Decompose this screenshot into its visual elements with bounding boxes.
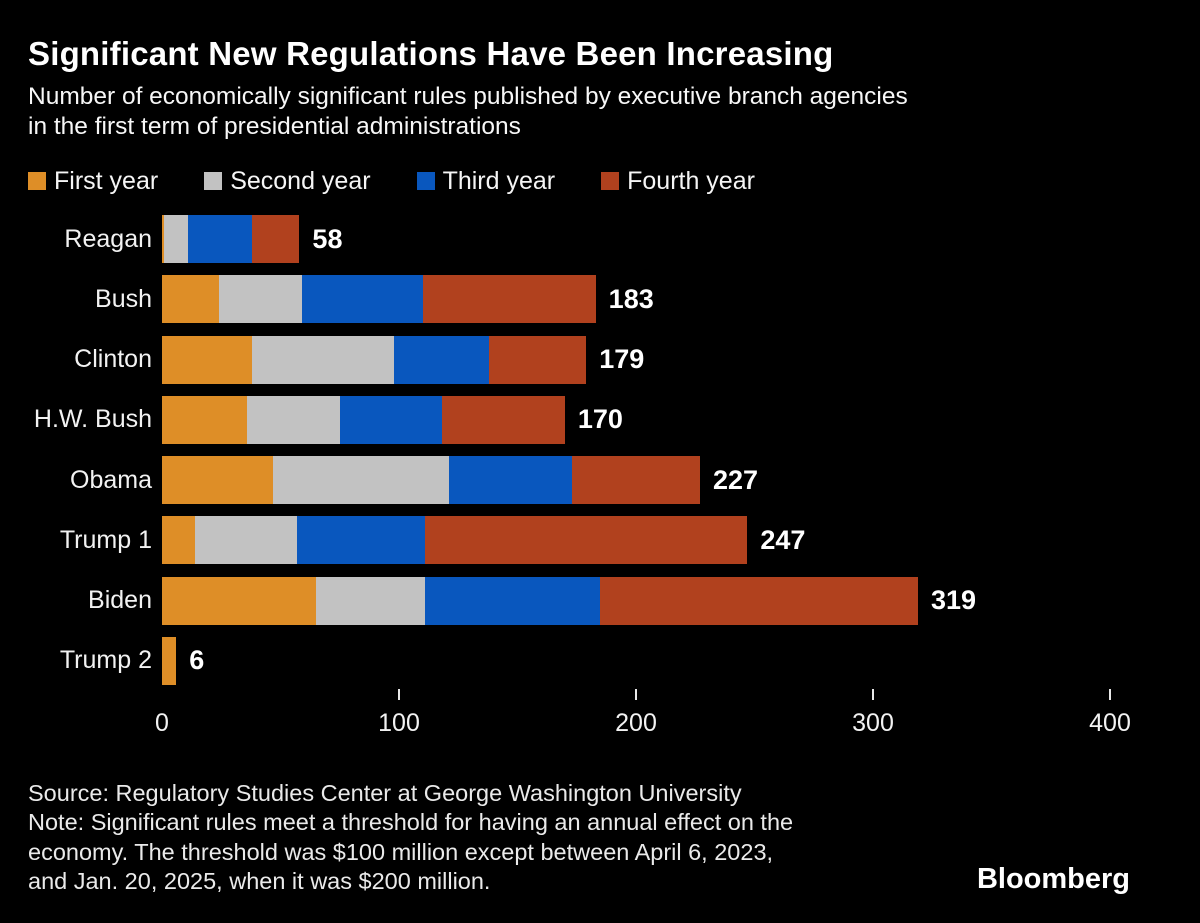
x-axis: 0 100 200 300 400 — [155, 688, 1131, 739]
bar-value-label: 170 — [577, 404, 623, 435]
legend-swatch-second-year — [204, 172, 223, 191]
bar-segment-first-year — [162, 636, 177, 685]
tick-label-200: 200 — [615, 708, 657, 737]
legend-item-fourth-year: Fourth year — [601, 167, 755, 196]
bar-row-bush: Bush 183 — [28, 269, 1172, 329]
bar-segment-first-year — [162, 335, 253, 384]
legend-swatch-fourth-year — [601, 172, 620, 191]
legend-label: Fourth year — [627, 166, 755, 195]
bar-segment-fourth-year — [600, 576, 919, 625]
tick-label-300: 300 — [852, 708, 894, 737]
chart-subtitle: Number of economically significant rules… — [28, 82, 908, 140]
bar-track: 247 — [162, 516, 1172, 565]
legend: First year Second year Third year Fourth ye… — [28, 167, 1172, 196]
tick-label-100: 100 — [378, 708, 420, 737]
tick-mark-300 — [872, 688, 874, 700]
bar-segment-first-year — [162, 516, 196, 565]
bar-segment-third-year — [394, 335, 490, 384]
bar-value-label: 247 — [760, 524, 806, 555]
bar-segment-second-year — [247, 395, 340, 444]
bar-row-reagan: Reagan 58 — [28, 209, 1172, 269]
category-label: H.W. Bush — [33, 405, 152, 434]
tick-mark-200 — [635, 688, 637, 700]
bar-segment-first-year — [162, 456, 274, 505]
bar-segment-fourth-year — [422, 275, 596, 324]
tick-mark-100 — [398, 688, 400, 700]
bar-segment-second-year — [316, 576, 426, 625]
bar-segment-third-year — [301, 275, 423, 324]
legend-item-third-year: Third year — [416, 166, 556, 196]
legend-label: First year — [54, 166, 159, 195]
bar-segment-first-year — [162, 275, 219, 324]
bar-segment-fourth-year — [252, 215, 300, 264]
bar-segment-fourth-year — [425, 516, 748, 565]
bar-track: 6 — [162, 636, 1172, 685]
legend-swatch-third-year — [416, 172, 435, 191]
category-label: Bush — [95, 284, 152, 313]
bar-segment-fourth-year — [571, 456, 700, 505]
bar-segment-third-year — [339, 395, 442, 444]
legend-item-second-year: Second year — [204, 166, 371, 196]
category-label: Reagan — [64, 224, 152, 253]
bar-value-label: 179 — [599, 344, 645, 375]
bar-row-biden: Biden 319 — [28, 570, 1172, 630]
bar-row-trump-1: Trump 1 247 — [28, 510, 1172, 570]
bar-track: 227 — [162, 456, 1172, 505]
legend-label: Third year — [442, 166, 556, 195]
bar-segment-third-year — [425, 576, 601, 625]
tick-label-0: 0 — [155, 708, 169, 737]
bar-segment-first-year — [162, 395, 248, 444]
category-label: Obama — [70, 465, 152, 494]
bar-segment-second-year — [195, 516, 298, 565]
bar-segment-second-year — [164, 215, 189, 264]
bloomberg-logo: Bloomberg — [976, 863, 1130, 895]
bar-value-label: 6 — [189, 645, 205, 676]
bar-value-label: 183 — [608, 283, 654, 314]
bar-track: 183 — [162, 275, 1172, 324]
category-label: Biden — [88, 586, 152, 615]
bar-segment-fourth-year — [441, 395, 565, 444]
legend-item-first-year: First year — [28, 167, 158, 196]
bar-row-h-w-bush: H.W. Bush 170 — [28, 390, 1172, 450]
chart-title: Significant New Regulations Have Been In… — [28, 35, 834, 72]
tick-label-400: 400 — [1089, 708, 1131, 737]
category-label: Trump 1 — [59, 525, 152, 554]
bar-segment-second-year — [218, 275, 302, 324]
bar-segment-second-year — [252, 335, 395, 384]
bar-value-label: 227 — [712, 464, 759, 495]
source-text: Source: Regulatory Studies Center at Geo… — [28, 779, 742, 806]
bar-segment-third-year — [448, 456, 572, 505]
bar-value-label: 58 — [312, 223, 343, 254]
legend-label: Second year — [230, 166, 371, 195]
bar-segment-second-year — [273, 456, 449, 505]
footer: Source: Regulatory Studies Center at Geo… — [28, 779, 1172, 897]
bar-segment-third-year — [297, 516, 426, 565]
bar-track: 58 — [162, 215, 1172, 264]
bar-segment-first-year — [162, 215, 165, 264]
bar-segment-first-year — [162, 576, 317, 625]
bar-track: 170 — [162, 395, 1172, 444]
tick-mark-400 — [1109, 688, 1111, 700]
bar-track: 319 — [162, 576, 1172, 625]
category-label: Trump 2 — [59, 646, 152, 675]
note-text: Note: Significant rules meet a threshold… — [28, 809, 794, 895]
stacked-bar-chart: Reagan 58 Bush 183 Clinton 179 H.W. Bush 170 Oba… — [28, 209, 1172, 691]
bar-value-label: 319 — [931, 585, 977, 616]
bar-row-clinton: Clinton 179 — [28, 329, 1172, 389]
bar-track: 179 — [162, 335, 1172, 384]
bar-segment-third-year — [188, 215, 253, 264]
legend-swatch-first-year — [28, 172, 46, 191]
bar-row-trump-2: Trump 2 6 — [28, 631, 1172, 691]
category-label: Clinton — [74, 345, 152, 374]
bar-row-obama: Obama 227 — [28, 450, 1172, 510]
bar-segment-fourth-year — [489, 335, 587, 384]
